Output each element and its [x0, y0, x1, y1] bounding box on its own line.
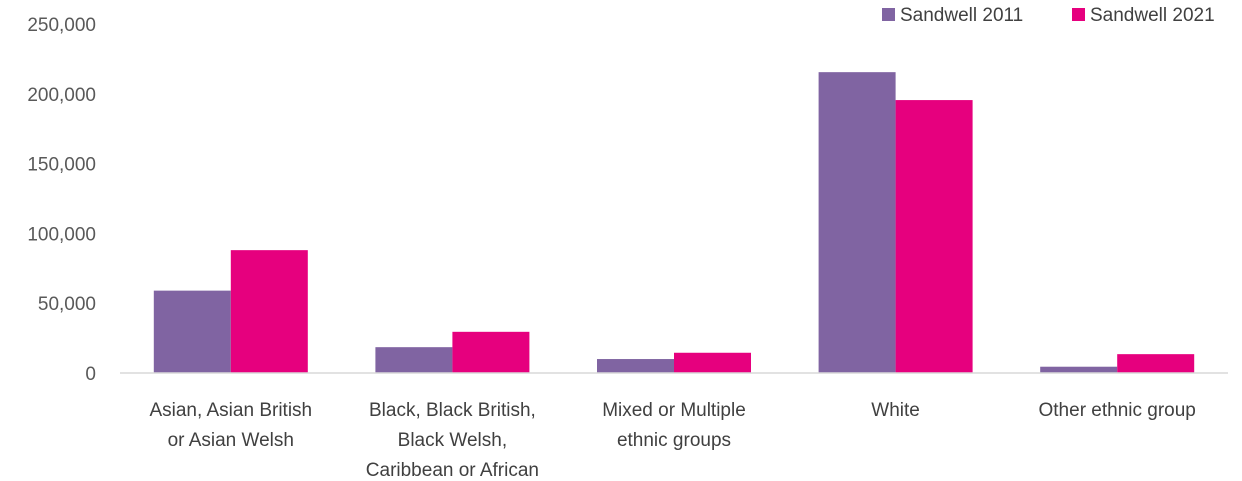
bar-sandwell-2021-4	[1117, 354, 1195, 373]
x-category-label: or Asian Welsh	[168, 430, 294, 451]
y-tick-label: 150,000	[27, 155, 96, 176]
y-axis: 0 50,000 100,000 150,000 200,000 250,000	[27, 15, 96, 385]
legend-swatch	[882, 8, 895, 21]
x-category-label: Caribbean or African	[366, 460, 539, 481]
legend: Sandwell 2011 Sandwell 2021	[882, 5, 1215, 26]
bar-sandwell-2021-3	[895, 100, 973, 373]
legend-label: Sandwell 2011	[900, 5, 1023, 26]
legend-label: Sandwell 2021	[1090, 5, 1215, 26]
y-tick-label: 200,000	[27, 85, 96, 106]
x-category-label: Other ethnic group	[1039, 400, 1196, 421]
x-category-label: Black Welsh,	[398, 430, 507, 451]
bar-sandwell-2011-1	[375, 347, 453, 373]
bar-sandwell-2011-0	[153, 290, 231, 373]
legend-swatch	[1072, 8, 1085, 21]
x-category-label: Black, Black British,	[369, 400, 536, 421]
bar-sandwell-2011-3	[818, 72, 896, 374]
x-category-label: Mixed or Multiple	[602, 400, 746, 421]
bars	[153, 72, 1195, 374]
bar-sandwell-2011-2	[597, 359, 674, 373]
y-tick-label: 250,000	[27, 15, 96, 36]
bar-sandwell-2021-0	[230, 250, 308, 373]
bar-sandwell-2021-2	[674, 352, 751, 373]
x-category-label: Asian, Asian British	[149, 400, 312, 421]
y-tick-label: 100,000	[27, 224, 96, 245]
x-axis-labels: Asian, Asian British or Asian Welsh Black,…	[149, 400, 1195, 481]
x-category-label: White	[871, 400, 920, 421]
x-category-label: ethnic groups	[617, 430, 731, 451]
bar-sandwell-2011-4	[1040, 366, 1118, 373]
y-tick-label: 0	[85, 364, 96, 385]
bar-sandwell-2021-1	[452, 331, 530, 373]
y-tick-label: 50,000	[38, 294, 96, 315]
